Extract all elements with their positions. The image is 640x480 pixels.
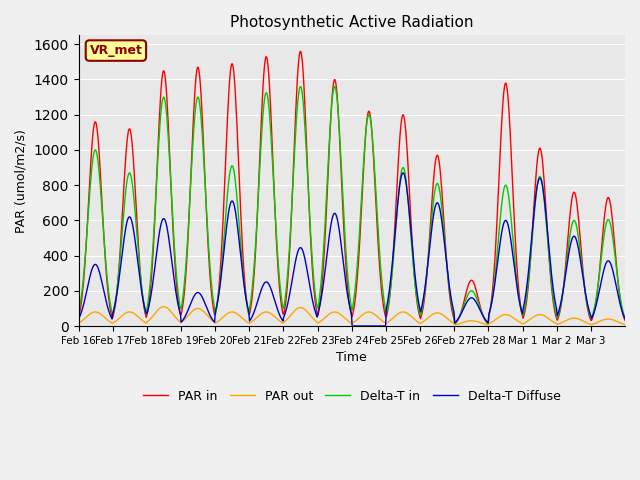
PAR in (287, 225, 294, 231)
Delta-T in (409, 255, 417, 261)
Delta-T in (451, 321, 458, 326)
PAR out (409, 315, 417, 321)
Y-axis label: PAR (umol/m2/s): PAR (umol/m2/s) (15, 129, 28, 233)
PAR out (240, 317, 248, 323)
Legend: PAR in, PAR out, Delta-T in, Delta-T Diffuse: PAR in, PAR out, Delta-T in, Delta-T Dif… (138, 384, 566, 408)
Delta-T Diffuse (399, 170, 406, 176)
Delta-T Diffuse (440, 237, 448, 242)
PAR out (288, 312, 296, 317)
Delta-T Diffuse (139, 295, 147, 300)
Delta-T Diffuse (75, 316, 83, 322)
Text: VR_met: VR_met (90, 44, 142, 57)
Delta-T in (239, 271, 247, 277)
Delta-T in (75, 310, 83, 315)
PAR in (75, 314, 83, 320)
Delta-T in (287, 221, 294, 227)
PAR out (139, 318, 147, 324)
Delta-T in (139, 292, 147, 298)
PAR in (139, 295, 147, 300)
Line: Delta-T in: Delta-T in (79, 87, 625, 324)
PAR in (266, 96, 274, 102)
Delta-T in (440, 221, 447, 227)
Delta-T Diffuse (287, 285, 294, 290)
Delta-T Diffuse (348, 323, 356, 329)
Delta-T Diffuse (266, 284, 274, 290)
PAR out (75, 320, 83, 326)
PAR in (296, 48, 304, 54)
Delta-T Diffuse (239, 275, 247, 280)
Title: Photosynthetic Active Radiation: Photosynthetic Active Radiation (230, 15, 474, 30)
PAR out (440, 312, 447, 318)
Line: PAR in: PAR in (79, 51, 625, 324)
PAR in (621, 317, 629, 323)
PAR out (159, 304, 167, 310)
PAR in (451, 321, 458, 327)
Line: Delta-T Diffuse: Delta-T Diffuse (79, 173, 625, 326)
PAR in (409, 248, 417, 253)
Delta-T Diffuse (410, 256, 417, 262)
PAR out (621, 322, 629, 327)
Delta-T in (621, 315, 629, 321)
PAR out (267, 311, 275, 316)
PAR out (451, 322, 458, 328)
X-axis label: Time: Time (337, 351, 367, 364)
PAR in (239, 256, 247, 262)
Line: PAR out: PAR out (79, 307, 625, 325)
PAR in (440, 210, 447, 216)
Delta-T in (266, 120, 274, 126)
Delta-T in (296, 84, 304, 90)
Delta-T Diffuse (621, 316, 629, 322)
